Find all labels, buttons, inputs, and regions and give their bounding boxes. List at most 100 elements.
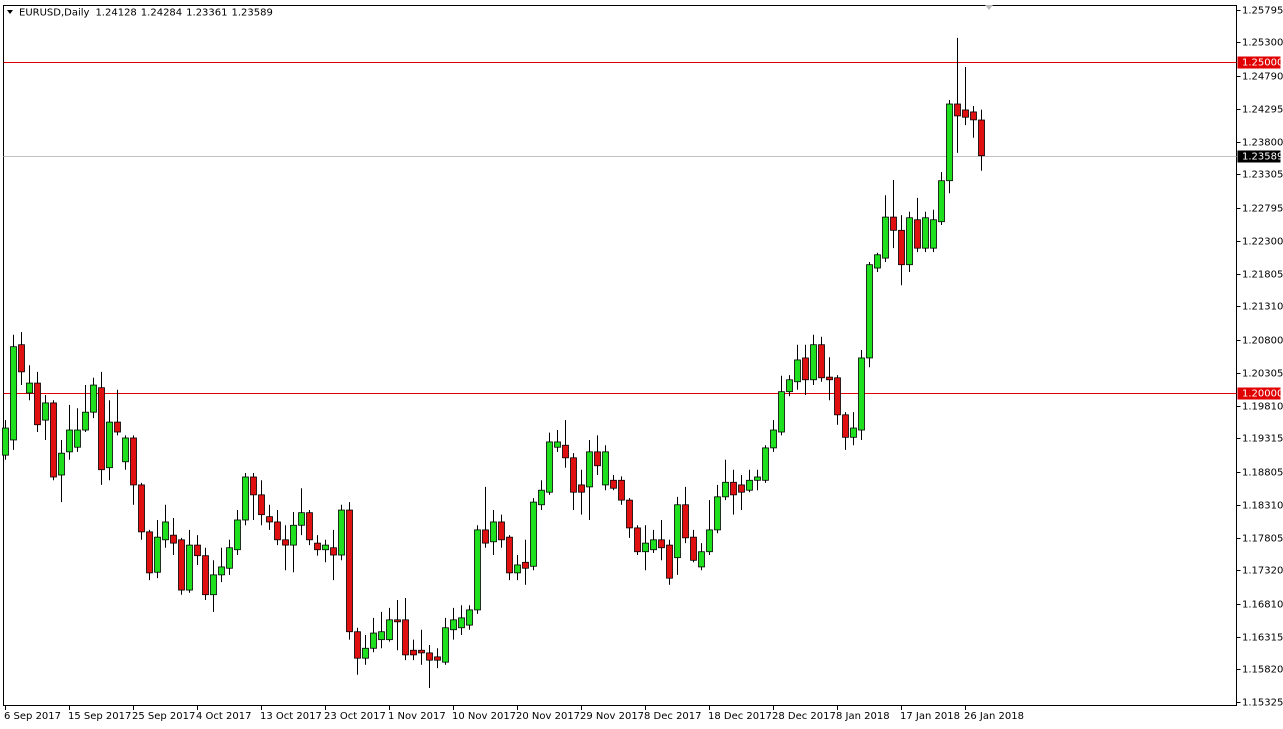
candle-body <box>114 421 121 433</box>
candle-body <box>98 387 105 471</box>
candle-body <box>938 180 945 223</box>
candle-body <box>74 429 81 448</box>
y-tick-label: 1.15325 <box>1242 698 1283 709</box>
candle-body <box>42 402 49 421</box>
last-price-label: 1.23589 <box>1242 152 1283 163</box>
y-tick-label: 1.20800 <box>1242 336 1283 347</box>
candle-body <box>882 216 889 259</box>
y-tick-label: 1.25795 <box>1242 6 1283 17</box>
candle-body <box>170 534 177 544</box>
candle-body <box>762 447 769 481</box>
candle-body <box>290 524 297 546</box>
candle-body <box>818 344 825 379</box>
x-tick-label: 20 Nov 2017 <box>516 711 580 722</box>
candle-body <box>482 529 489 544</box>
x-tick-label: 15 Sep 2017 <box>68 711 131 722</box>
candle-body <box>466 609 473 626</box>
candle-body <box>506 536 513 574</box>
candle-body <box>106 421 113 469</box>
x-tick-label: 1 Nov 2017 <box>388 711 446 722</box>
x-tick-label: 26 Jan 2018 <box>964 711 1024 722</box>
x-tick-label: 17 Jan 2018 <box>900 711 960 722</box>
candle-body <box>914 219 921 249</box>
candle-body <box>930 219 937 249</box>
y-tick-label: 1.16315 <box>1242 633 1283 644</box>
x-tick-label: 29 Nov 2017 <box>580 711 644 722</box>
candle-body <box>754 476 761 481</box>
y-tick-label: 1.19315 <box>1242 434 1283 445</box>
candle-body <box>594 451 601 467</box>
candle-body <box>554 441 561 448</box>
candle-body <box>618 479 625 501</box>
candle-body <box>514 564 521 574</box>
candle-body <box>50 402 57 478</box>
candle-body <box>338 509 345 556</box>
candle-body <box>146 531 153 574</box>
candle-body <box>58 452 65 476</box>
candle-body <box>722 481 729 498</box>
x-tick-label: 4 Oct 2017 <box>196 711 251 722</box>
candle-body <box>138 484 145 533</box>
candle-body <box>586 451 593 488</box>
plot-frame <box>3 5 1237 706</box>
plot: 1.25795 1.25300 1.24790 1.24295 1.23800 1.233… <box>2 6 1283 722</box>
candle-body <box>34 382 41 426</box>
x-tick-label: 8 Jan 2018 <box>836 711 890 722</box>
candle-body <box>282 539 289 546</box>
candle-body <box>402 619 409 656</box>
candle-body <box>210 574 217 596</box>
symbol: EURUSD,Daily <box>19 8 90 19</box>
header-high: 1.24284 <box>141 8 182 19</box>
candle-body <box>362 647 369 659</box>
candle-body <box>426 652 433 661</box>
candle-body <box>218 566 225 576</box>
x-tick-label: 6 Sep 2017 <box>4 711 61 722</box>
x-tick-label: 10 Nov 2017 <box>452 711 516 722</box>
candle-body <box>154 536 161 573</box>
candle-body <box>258 494 265 516</box>
candle-body <box>674 504 681 559</box>
candle-body <box>826 376 833 381</box>
candle-body <box>330 547 337 556</box>
candle-body <box>18 344 25 373</box>
candle-body <box>522 561 529 569</box>
candle-body <box>546 441 553 493</box>
last-price-box <box>1237 150 1281 163</box>
candle-body <box>906 217 913 266</box>
candle-body <box>634 527 641 553</box>
candle-body <box>698 551 705 568</box>
candle-body <box>418 649 425 654</box>
y-tick-label: 1.20305 <box>1242 369 1283 380</box>
candle-body <box>234 519 241 551</box>
candle-body <box>226 547 233 569</box>
candle-body <box>162 521 169 541</box>
level-label: 1.20000 <box>1242 389 1283 400</box>
candle-body <box>314 542 321 551</box>
candle-body <box>706 529 713 553</box>
y-tick-label: 1.15820 <box>1242 665 1283 676</box>
y-tick-label: 1.18310 <box>1242 501 1283 512</box>
candle-body <box>322 544 329 551</box>
candle-body <box>978 119 985 157</box>
candle-body <box>658 539 665 549</box>
candle-body <box>610 479 617 489</box>
y-tick-label: 1.24295 <box>1242 105 1283 116</box>
candle-body <box>450 619 457 631</box>
candle-body <box>786 379 793 393</box>
candle-body <box>2 427 9 456</box>
shift-marker <box>985 5 993 10</box>
candle-body <box>410 649 417 656</box>
candle-body <box>298 512 305 526</box>
candle-body <box>66 429 73 453</box>
candle-body <box>730 481 737 496</box>
y-tick-label: 1.24790 <box>1242 72 1283 83</box>
level-label: 1.25000 <box>1242 58 1283 69</box>
candle-body <box>842 414 849 438</box>
candle-body <box>682 504 689 539</box>
level-label-box <box>1237 56 1281 69</box>
y-tick-label: 1.18805 <box>1242 468 1283 479</box>
y-tick-label: 1.17320 <box>1242 566 1283 577</box>
candle-body <box>266 516 273 523</box>
